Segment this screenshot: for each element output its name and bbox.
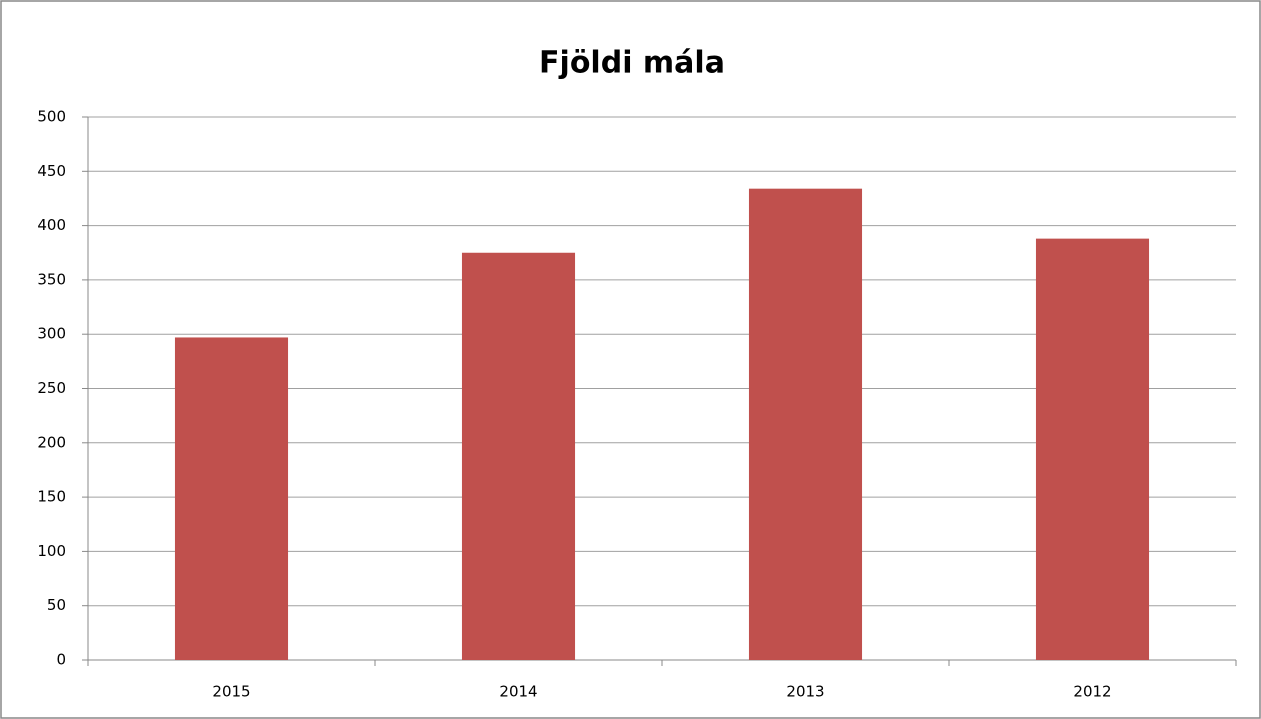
y-tick-label: 450	[37, 162, 66, 180]
y-tick-label: 300	[37, 325, 66, 343]
y-tick-label: 250	[37, 379, 66, 397]
x-tick-label: 2015	[212, 683, 250, 701]
x-tick-label: 2012	[1073, 683, 1111, 701]
bar	[1035, 238, 1150, 660]
y-tick-label: 400	[37, 216, 66, 234]
y-tick-label: 50	[47, 596, 66, 614]
chart-title: Fjöldi mála	[539, 46, 725, 81]
y-tick-label: 200	[37, 433, 66, 451]
x-tick-label: 2013	[786, 683, 824, 701]
y-tick-label: 100	[37, 542, 66, 560]
y-tick-label: 150	[37, 488, 66, 506]
y-tick-label: 350	[37, 270, 66, 288]
y-tick-label: 500	[37, 108, 66, 126]
bar	[174, 337, 289, 660]
bar	[748, 188, 863, 660]
bar	[461, 252, 576, 660]
y-tick-label: 0	[56, 651, 66, 669]
x-tick-label: 2014	[499, 683, 537, 701]
